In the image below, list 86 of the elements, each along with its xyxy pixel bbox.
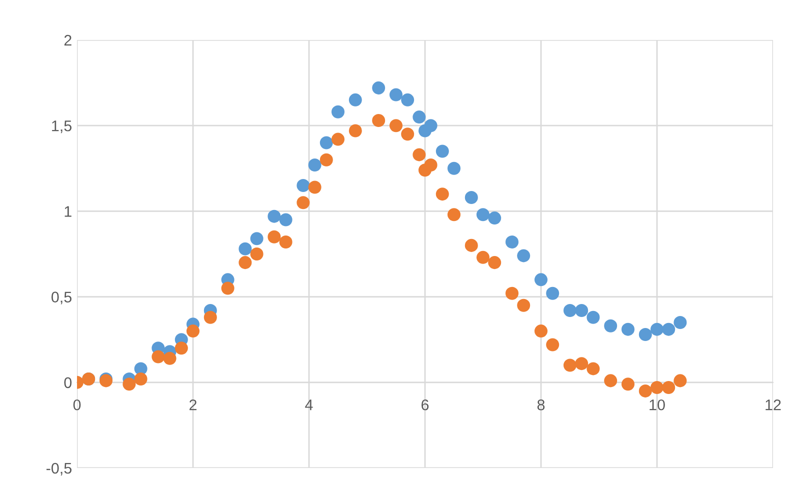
point	[122, 378, 136, 391]
point	[174, 342, 188, 355]
point	[563, 304, 577, 317]
x-tick-label: 4	[305, 400, 313, 410]
point	[546, 338, 560, 352]
point	[412, 148, 426, 162]
point	[476, 208, 490, 222]
x-tick-label: 0	[73, 399, 81, 410]
point	[505, 286, 519, 300]
point	[401, 128, 414, 141]
point	[586, 310, 600, 324]
y-tick-label: 1,5	[52, 120, 72, 134]
point	[476, 250, 490, 264]
point	[348, 124, 362, 138]
point	[186, 324, 200, 338]
point	[279, 213, 292, 226]
point	[586, 362, 600, 376]
point	[662, 381, 676, 394]
point	[308, 158, 322, 172]
point	[238, 242, 252, 256]
point	[250, 247, 264, 261]
point	[348, 93, 362, 106]
point	[650, 322, 664, 336]
point	[424, 119, 438, 132]
y-tick-label: 0,5	[52, 292, 72, 304]
point	[163, 352, 176, 365]
point	[331, 132, 345, 146]
point	[488, 212, 502, 225]
point	[221, 282, 234, 295]
point	[204, 310, 217, 324]
point	[134, 362, 148, 376]
point	[638, 328, 652, 341]
x-tick-label: 6	[422, 399, 429, 410]
point	[372, 114, 386, 127]
point	[250, 232, 264, 246]
point	[389, 119, 403, 132]
point	[372, 81, 386, 94]
point	[436, 144, 449, 158]
point	[464, 191, 478, 204]
point	[575, 304, 588, 317]
point	[575, 357, 588, 370]
point	[650, 381, 664, 394]
point	[296, 196, 310, 210]
point	[320, 153, 333, 166]
point	[534, 324, 548, 338]
point	[505, 236, 519, 249]
x-tick-label: 12	[766, 399, 781, 410]
point	[488, 256, 502, 270]
point	[546, 286, 560, 300]
point	[401, 93, 414, 106]
point	[412, 110, 426, 124]
point	[436, 188, 449, 201]
point	[238, 256, 252, 270]
point	[152, 350, 165, 364]
point	[268, 230, 281, 244]
point	[308, 180, 322, 194]
point	[604, 319, 618, 332]
point	[389, 88, 403, 102]
x-tick-label: 8	[537, 399, 545, 410]
point	[331, 105, 345, 118]
point	[279, 236, 292, 249]
point	[296, 179, 310, 192]
point	[674, 316, 687, 329]
point	[447, 162, 461, 175]
x-tick-label: 10	[650, 399, 665, 410]
x-tick-label: 2	[190, 399, 196, 410]
point	[621, 378, 635, 391]
point	[268, 210, 281, 223]
point	[621, 322, 635, 336]
point	[604, 374, 618, 388]
y-tick-label: 1	[64, 206, 72, 217]
point	[662, 322, 676, 336]
point	[447, 208, 461, 222]
point	[517, 249, 530, 262]
point	[424, 158, 438, 172]
y-tick-label: 0	[64, 377, 72, 388]
point	[464, 238, 478, 252]
point	[320, 136, 333, 150]
point	[134, 372, 148, 386]
point	[674, 374, 687, 388]
y-tick-label: 2	[64, 34, 72, 46]
point	[563, 358, 577, 372]
y-tick-label: -0,5	[46, 462, 72, 476]
point	[534, 273, 548, 286]
point	[517, 298, 530, 312]
point	[638, 384, 652, 398]
